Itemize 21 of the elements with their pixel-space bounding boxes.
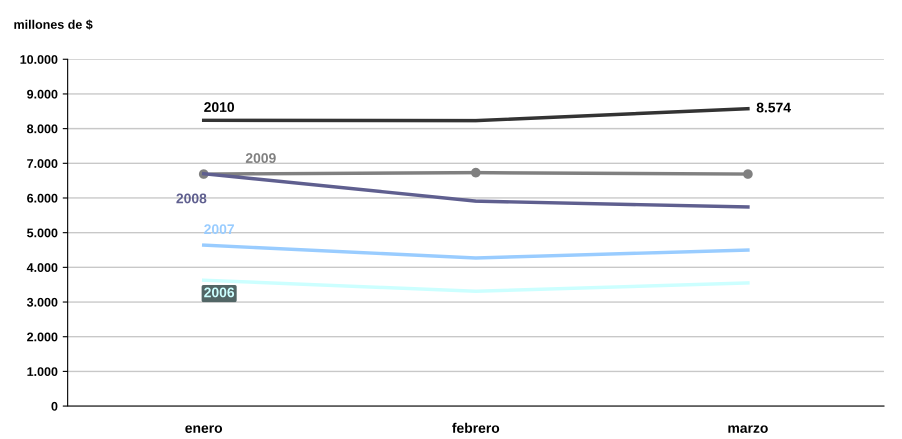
y-tick-label: 1.000 (27, 367, 58, 376)
x-tick-label: marzo (728, 425, 768, 433)
y-tick-label: 3.000 (26, 298, 58, 307)
y-tick-label: 7.000 (27, 159, 58, 168)
y-tick-label: 9.000 (27, 90, 58, 99)
data-label: 8.574 (756, 102, 791, 112)
series-label: 2007 (204, 224, 234, 234)
y-tick-label: 10.000 (20, 55, 58, 64)
series-label: 2009 (246, 153, 276, 163)
y-tick-label: 2.000 (27, 332, 58, 342)
x-tick-label: febrero (452, 422, 500, 433)
x-tick-label: enero (185, 425, 222, 433)
y-tick-label: 8.000 (27, 124, 58, 134)
y-tick-label: 6.000 (27, 194, 58, 203)
y-tick-label: 0 (51, 402, 58, 411)
y-tick-label: 5.000 (27, 228, 58, 238)
y-axis-title: millones de $ (14, 20, 93, 30)
series-label: 2008 (176, 194, 206, 204)
y-tick-label: 4.000 (26, 263, 58, 272)
series-label: 2010 (204, 102, 234, 112)
series-label: 2006 (204, 287, 234, 298)
